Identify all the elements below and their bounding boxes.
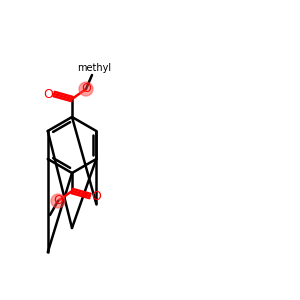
- Text: methyl: methyl: [77, 63, 111, 73]
- Text: O: O: [91, 190, 101, 202]
- Circle shape: [51, 194, 65, 208]
- Text: O: O: [43, 88, 53, 100]
- Text: O: O: [53, 194, 63, 208]
- Circle shape: [79, 82, 93, 96]
- Text: O: O: [81, 82, 91, 95]
